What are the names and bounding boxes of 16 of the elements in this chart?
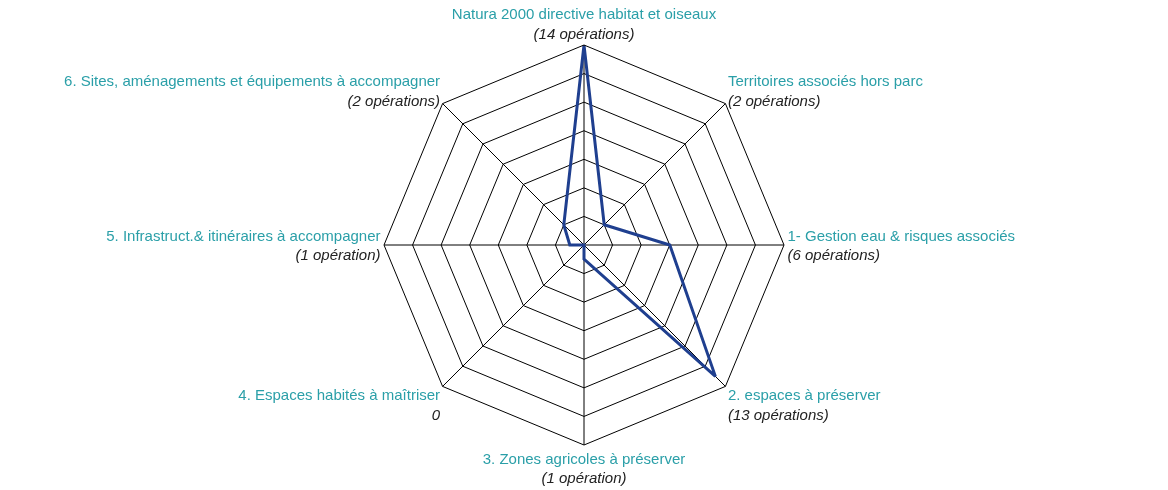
- text: (14 opérations): [533, 24, 635, 42]
- spoke-label: Territoires associés hors parc: [727, 72, 924, 90]
- text: (1 opération): [295, 246, 381, 263]
- text: (13 opérations): [727, 405, 829, 423]
- spoke-label: 1- Gestion eau & risques associés: [787, 226, 1016, 244]
- spoke-label: 6. Sites, aménagements et équipements à accompagner: [64, 72, 441, 90]
- spoke-label: 4. Espaces habités à maîtriser: [238, 386, 441, 404]
- spoke-label: 2. espaces à préserver: [727, 386, 881, 404]
- text: (2 opérations): [727, 91, 821, 109]
- text: 0: [431, 405, 441, 423]
- spoke-label: Natura 2000 directive habitat et oiseaux: [451, 5, 717, 22]
- text: (6 opérations): [787, 246, 881, 263]
- text: (1 opération): [541, 469, 627, 486]
- spoke-label: 5. Infrastruct.& itinéraires à accompagner: [106, 226, 381, 244]
- spoke-label: 3. Zones agricoles à préserver: [482, 449, 686, 467]
- text: (2 opérations): [347, 91, 441, 109]
